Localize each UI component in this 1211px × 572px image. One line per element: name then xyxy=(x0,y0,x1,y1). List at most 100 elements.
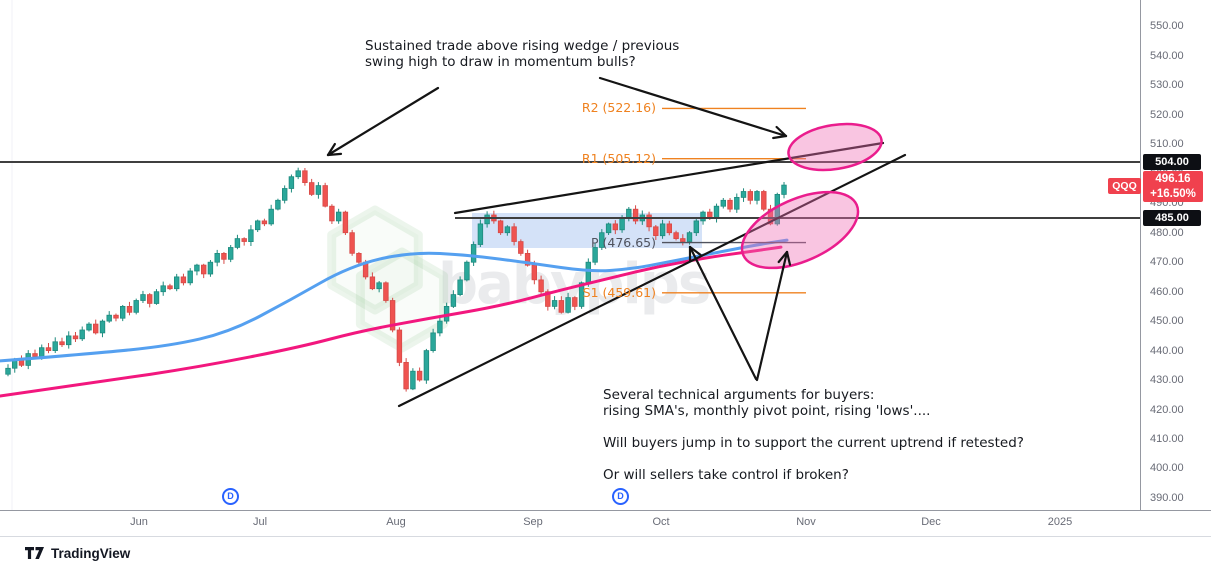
dividend-marker[interactable]: D xyxy=(222,488,239,505)
price-tick-label: 420.00 xyxy=(1150,403,1184,416)
candle xyxy=(605,223,612,234)
candle xyxy=(470,244,477,263)
candle xyxy=(322,185,328,207)
price-tick-label: 440.00 xyxy=(1150,344,1184,357)
annotation-arrow-4[interactable] xyxy=(755,250,789,382)
candle xyxy=(545,291,551,307)
candle xyxy=(153,291,160,304)
chart-canvas[interactable] xyxy=(0,0,1140,510)
candle xyxy=(72,335,79,340)
candle xyxy=(403,361,409,390)
candle xyxy=(187,270,193,284)
candle xyxy=(335,211,342,222)
sma-slow-line[interactable] xyxy=(0,245,783,398)
candle xyxy=(106,314,112,322)
candle xyxy=(349,232,355,254)
candle xyxy=(734,196,740,210)
candle xyxy=(720,199,726,207)
candle xyxy=(713,205,720,219)
price-tick-label: 430.00 xyxy=(1150,374,1184,387)
candle xyxy=(356,252,362,263)
tradingview-logo-text: TradingView xyxy=(51,546,131,561)
price-tick-label: 450.00 xyxy=(1150,315,1184,328)
candle xyxy=(140,294,146,301)
candle xyxy=(120,305,126,319)
candle xyxy=(632,208,639,222)
candle xyxy=(511,226,517,242)
candle xyxy=(281,188,288,201)
candle xyxy=(146,294,153,304)
wedge-upper-trendline[interactable] xyxy=(453,141,885,215)
highlight-ellipse-1[interactable] xyxy=(785,118,885,176)
candle xyxy=(740,191,747,198)
candle xyxy=(254,220,261,231)
candle xyxy=(673,232,679,239)
tradingview-logo[interactable]: TradingView xyxy=(25,546,130,561)
candle xyxy=(329,205,335,222)
candle xyxy=(32,353,38,357)
candle xyxy=(504,226,511,234)
highlight-ellipse-2[interactable] xyxy=(731,176,869,283)
candle xyxy=(66,335,72,346)
price-tick-label: 530.00 xyxy=(1150,79,1184,92)
price-tick-label: 550.00 xyxy=(1150,20,1184,33)
annotation-arrow-2[interactable] xyxy=(598,76,788,138)
candle xyxy=(389,300,396,331)
candle xyxy=(599,232,605,248)
candle xyxy=(275,199,281,210)
price-axis[interactable]: 390.00 400.00 410.00 420.00 430.00 440.00 450.… xyxy=(1140,0,1211,535)
annotation-arrow-1[interactable] xyxy=(326,86,440,157)
time-tick-label-jul: Jul xyxy=(252,516,268,528)
candle xyxy=(578,282,585,307)
annotation-arrow-3[interactable] xyxy=(688,245,758,381)
candle xyxy=(268,208,274,225)
candle xyxy=(5,367,11,375)
candle xyxy=(477,223,484,245)
chart-pane: babypips Sustained trade above rising we… xyxy=(0,0,1140,510)
candle xyxy=(437,320,443,334)
time-tick-label-2025: 2025 xyxy=(1047,516,1073,528)
candle xyxy=(450,294,457,307)
candle xyxy=(430,332,436,351)
price-level-badge-504.00: 504.00 xyxy=(1143,154,1201,170)
candle xyxy=(369,276,376,290)
candle xyxy=(214,252,220,263)
price-tick-label: 400.00 xyxy=(1150,462,1184,475)
candle xyxy=(126,305,133,313)
candle xyxy=(666,223,672,234)
candle xyxy=(761,191,767,210)
candle xyxy=(79,329,85,340)
candle xyxy=(572,297,578,307)
candle xyxy=(464,261,470,281)
candle xyxy=(315,185,322,195)
dividend-marker[interactable]: D xyxy=(612,488,629,505)
candle xyxy=(531,264,537,281)
candle xyxy=(234,238,241,248)
time-tick-label-nov: Nov xyxy=(796,516,816,528)
candle xyxy=(93,323,99,334)
price-tick-label: 510.00 xyxy=(1150,138,1184,151)
candle xyxy=(207,261,214,275)
candles xyxy=(5,167,787,392)
last-price-change: +16.50% xyxy=(1150,188,1196,200)
time-axis[interactable]: Jun Jul Aug Sep Oct Nov Dec 2025 xyxy=(0,510,1211,537)
candle xyxy=(308,182,315,195)
tradingview-logo-icon xyxy=(25,547,44,559)
candle xyxy=(727,199,733,210)
candle xyxy=(52,341,58,351)
candle xyxy=(767,208,774,225)
wedge-lower-trendline[interactable] xyxy=(397,153,907,408)
candle xyxy=(167,285,173,290)
price-tick-label: 470.00 xyxy=(1150,256,1184,269)
candle xyxy=(592,247,598,263)
sma-fast-line[interactable] xyxy=(0,238,789,363)
candle xyxy=(659,223,666,237)
candle xyxy=(416,370,423,381)
candle xyxy=(194,264,200,272)
candle xyxy=(342,211,349,234)
candle xyxy=(133,300,139,313)
candle xyxy=(619,217,625,231)
candle xyxy=(221,252,227,260)
arrowhead-icon xyxy=(326,152,343,157)
